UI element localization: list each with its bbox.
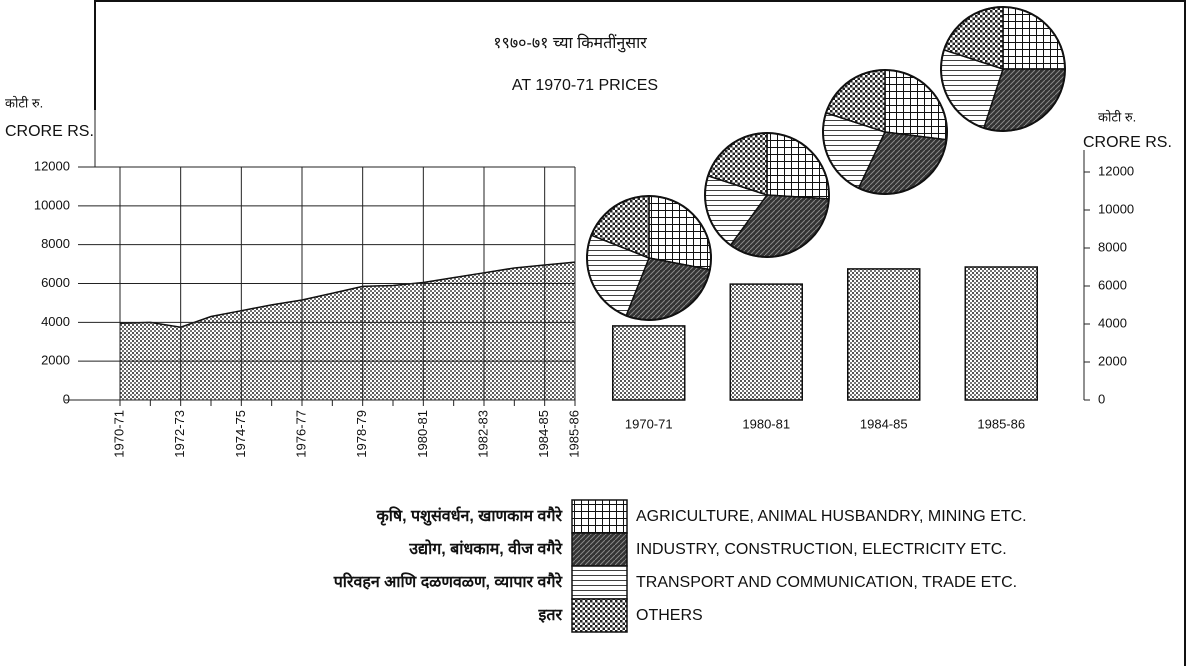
pie-slice [766,132,830,200]
title-mr: १९७०-७१ च्या किमतींनुसार [493,33,647,53]
y2-tick-label: 6000 [1098,277,1127,292]
y2-tick-label: 10000 [1098,201,1134,216]
x-tick-label: 1985-86 [977,416,1025,431]
y-tick-label: 2000 [41,353,70,368]
legend-label-mr: कृषि, पशुसंवर्धन, खाणकाम वगैरे [375,506,563,526]
pie-outline [822,69,948,195]
y-tick-label: 6000 [41,275,70,290]
x-tick-label: 1984-85 [860,416,908,431]
x-tick-label: 1972-73 [172,410,187,458]
x-tick-label: 1970-71 [111,410,126,458]
y2-tick-label: 0 [1098,391,1105,406]
y-tick-label: 12000 [34,158,70,173]
bar [847,268,921,401]
bar [964,266,1038,401]
bar [612,325,686,401]
legend-label: AGRICULTURE, ANIMAL HUSBANDRY, MINING ET… [636,508,1027,525]
x-tick-label: 1978-79 [354,410,369,458]
y2-label: CRORE RS. [1083,134,1172,151]
pie-outline [704,132,830,258]
x-tick-label: 1982-83 [475,410,490,458]
x-tick-label: 1985-86 [566,410,581,458]
bar [729,283,803,401]
legend-label: OTHERS [636,607,703,624]
area [120,262,575,400]
y2-tick-label: 2000 [1098,353,1127,368]
legend-label: TRANSPORT AND COMMUNICATION, TRADE ETC. [636,574,1017,591]
x-tick-label: 1984-85 [536,410,551,458]
y2-label-mr: कोटी रु. [1098,109,1136,124]
y2-tick-label: 4000 [1098,315,1127,330]
y2-tick-label: 12000 [1098,163,1134,178]
legend-label-mr: इतर [537,607,563,624]
x-tick-label: 1980-81 [742,416,790,431]
pie-outline [586,195,712,321]
y-label: CRORE RS. [5,123,94,140]
legend-swatch [571,499,628,534]
x-tick-label: 1974-75 [233,410,248,458]
legend-swatch [571,532,628,567]
pie-slice [648,195,712,271]
pie-slice [884,69,948,141]
x-tick-label: 1976-77 [293,410,308,458]
y-tick-label: 8000 [41,236,70,251]
title: AT 1970-71 PRICES [512,77,658,94]
frame [94,0,1186,666]
y-label-mr: कोटी रु. [5,95,43,110]
y-tick-label: 0 [63,391,70,406]
legend-label-mr: उद्योग, बांधकाम, वीज वगैरे [408,539,563,558]
x-tick-label: 1980-81 [415,410,430,458]
y2-tick-label: 8000 [1098,239,1127,254]
y-tick-label: 4000 [41,314,70,329]
x-tick-label: 1970-71 [625,416,673,431]
legend-label: INDUSTRY, CONSTRUCTION, ELECTRICITY ETC. [636,541,1007,558]
legend-swatch [571,565,628,600]
legend-label-mr: परिवहन आणि दळणवळण, व्यापार वगैरे [333,572,564,591]
pie-outline [940,6,1066,132]
y-tick-label: 10000 [34,197,70,212]
legend-swatch [571,598,628,633]
